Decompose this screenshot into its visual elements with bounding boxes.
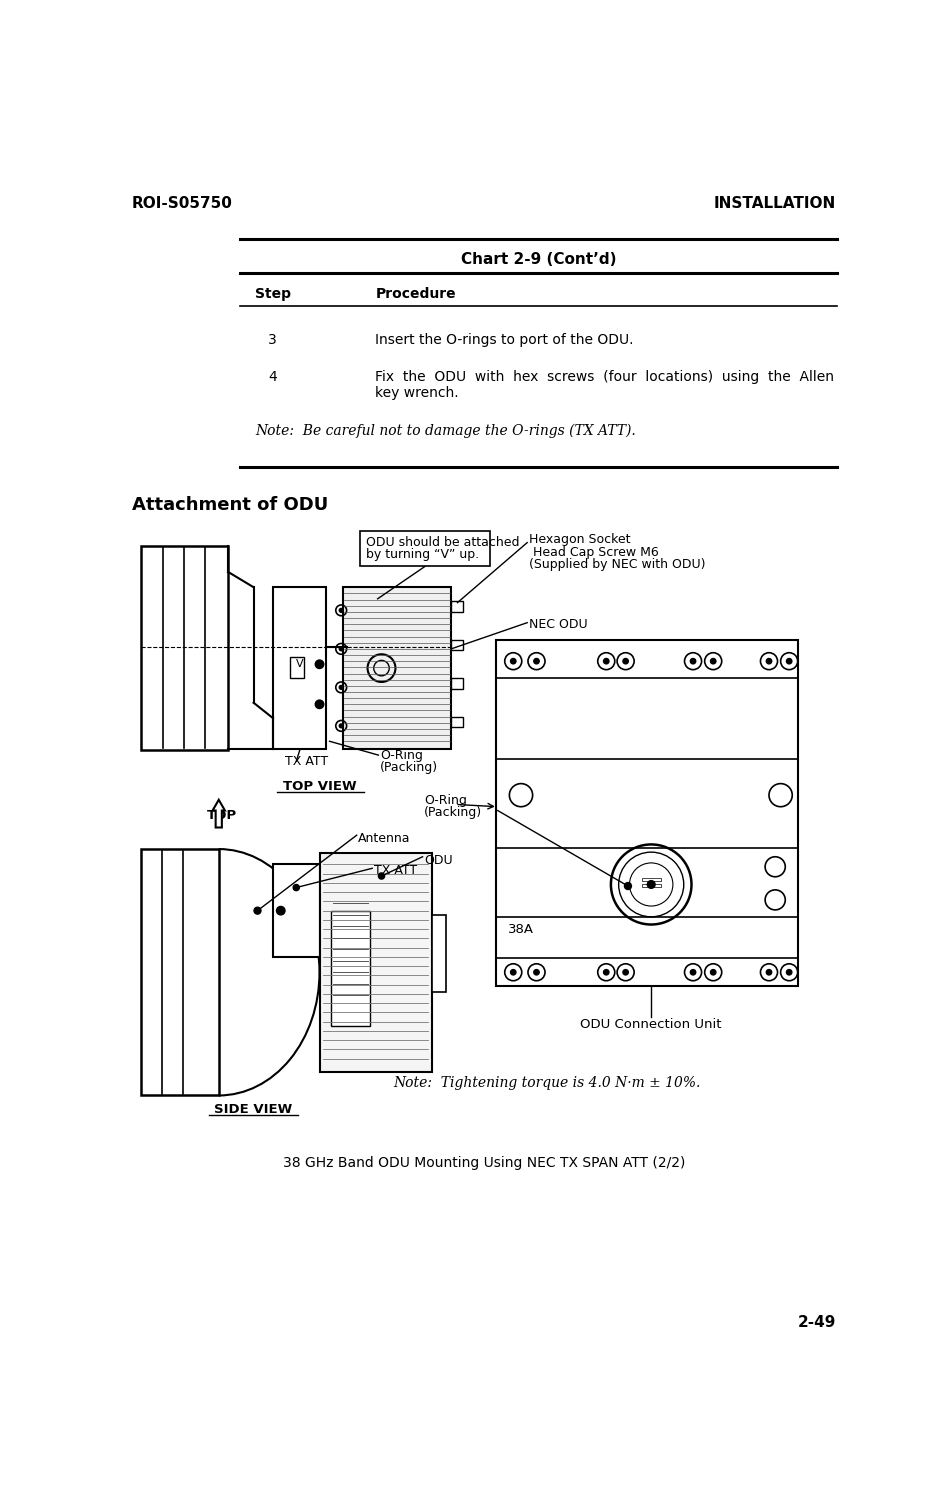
Circle shape [339, 685, 343, 690]
Text: TX ATT: TX ATT [285, 755, 328, 767]
Circle shape [711, 658, 716, 664]
Text: Chart 2-9 (Cont’d): Chart 2-9 (Cont’d) [461, 252, 616, 267]
Circle shape [533, 658, 539, 664]
Circle shape [603, 658, 609, 664]
Circle shape [623, 969, 629, 975]
Text: TX ATT: TX ATT [374, 864, 417, 878]
Circle shape [339, 646, 343, 651]
Bar [451, 639, 463, 651]
Bar [497, 639, 799, 985]
Circle shape [603, 969, 609, 975]
Text: Insert the O-rings to port of the ODU.: Insert the O-rings to port of the ODU. [376, 333, 633, 348]
Text: Note:  Be careful not to damage the O-rings (TX ATT).: Note: Be careful not to damage the O-rin… [255, 424, 636, 439]
Text: Attachment of ODU: Attachment of ODU [132, 496, 329, 515]
Bar [319, 853, 431, 1072]
Text: 38A: 38A [508, 923, 533, 936]
Circle shape [254, 908, 261, 914]
Circle shape [648, 881, 655, 888]
Text: SIDE VIEW: SIDE VIEW [214, 1103, 293, 1117]
Text: 38 GHz Band ODU Mounting Using NEC TX SPAN ATT (2/2): 38 GHz Band ODU Mounting Using NEC TX SP… [282, 1156, 685, 1169]
Text: V: V [295, 660, 303, 669]
Text: 4: 4 [268, 370, 278, 384]
Text: 3: 3 [268, 333, 278, 348]
Bar [142, 545, 228, 749]
Circle shape [533, 969, 539, 975]
Bar [451, 678, 463, 688]
Text: (Packing): (Packing) [424, 806, 482, 820]
Circle shape [315, 660, 324, 669]
Circle shape [294, 884, 299, 891]
Bar [642, 884, 661, 887]
Text: Fix  the  ODU  with  hex  screws  (four  locations)  using  the  Allen
key wrenc: Fix the ODU with hex screws (four locati… [376, 370, 834, 400]
Bar [451, 717, 463, 727]
Bar [331, 911, 370, 1026]
Bar [451, 602, 463, 612]
Text: Hexagon Socket: Hexagon Socket [529, 533, 631, 546]
Circle shape [786, 969, 792, 975]
Text: O-Ring: O-Ring [379, 749, 423, 761]
Circle shape [767, 658, 771, 664]
Bar [360, 532, 490, 566]
Text: 2-49: 2-49 [798, 1315, 835, 1330]
FancyArrow shape [212, 800, 225, 827]
Text: TOP: TOP [207, 809, 237, 823]
Text: ODU Connection Unit: ODU Connection Unit [581, 1018, 722, 1032]
Circle shape [339, 609, 343, 612]
Text: ODU should be attached: ODU should be attached [366, 536, 519, 548]
Text: ROI-S05750: ROI-S05750 [132, 196, 233, 211]
Text: Note:  Tightening torque is 4.0 N·m ± 10%.: Note: Tightening torque is 4.0 N·m ± 10%… [393, 1076, 700, 1090]
Text: by turning “V” up.: by turning “V” up. [366, 548, 480, 561]
Text: O-Ring: O-Ring [424, 794, 467, 806]
Circle shape [625, 882, 632, 890]
Circle shape [623, 658, 629, 664]
Text: (Supplied by NEC with ODU): (Supplied by NEC with ODU) [529, 558, 705, 570]
Text: NEC ODU: NEC ODU [529, 618, 587, 632]
Circle shape [511, 658, 516, 664]
Bar [642, 878, 661, 881]
Bar [343, 587, 451, 749]
Text: ODU: ODU [424, 854, 453, 866]
Circle shape [711, 969, 716, 975]
Circle shape [511, 969, 516, 975]
Text: Antenna: Antenna [359, 832, 411, 845]
FancyArrow shape [347, 640, 369, 654]
Circle shape [690, 969, 696, 975]
Bar [273, 864, 319, 957]
Text: (Packing): (Packing) [379, 761, 438, 775]
Circle shape [690, 658, 696, 664]
Text: Step: Step [255, 287, 291, 302]
Text: TOP VIEW: TOP VIEW [282, 779, 356, 793]
Bar [431, 915, 446, 991]
Circle shape [277, 906, 285, 915]
Circle shape [786, 658, 792, 664]
Circle shape [767, 969, 771, 975]
Circle shape [315, 700, 324, 709]
Circle shape [339, 724, 343, 727]
Bar [290, 657, 304, 678]
Bar [273, 587, 326, 749]
Bar [142, 850, 219, 1096]
Text: INSTALLATION: INSTALLATION [714, 196, 835, 211]
Circle shape [379, 873, 384, 879]
Text: Head Cap Screw M6: Head Cap Screw M6 [529, 545, 659, 558]
Text: Procedure: Procedure [376, 287, 456, 302]
